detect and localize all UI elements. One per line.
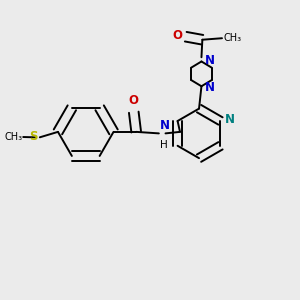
Text: CH₃: CH₃ (224, 33, 242, 43)
Text: O: O (129, 94, 139, 107)
Text: N: N (205, 81, 215, 94)
Text: H: H (160, 140, 168, 150)
Text: N: N (205, 54, 215, 68)
Text: O: O (173, 29, 183, 42)
Text: N: N (160, 118, 170, 132)
Text: S: S (29, 130, 38, 143)
Text: N: N (225, 113, 235, 126)
Text: CH₃: CH₃ (4, 132, 22, 142)
